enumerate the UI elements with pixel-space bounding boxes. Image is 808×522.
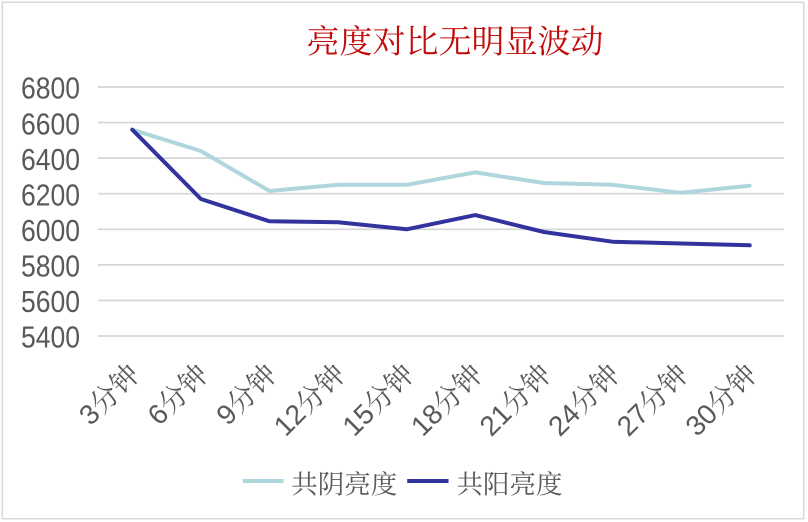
- svg-text:6200: 6200: [21, 177, 80, 212]
- svg-text:6000: 6000: [21, 213, 80, 248]
- svg-text:6600: 6600: [21, 106, 80, 141]
- svg-text:5400: 5400: [21, 320, 80, 355]
- svg-text:6400: 6400: [21, 142, 80, 177]
- svg-text:6800: 6800: [21, 71, 80, 106]
- svg-text:5800: 5800: [21, 249, 80, 284]
- svg-text:5600: 5600: [21, 284, 80, 319]
